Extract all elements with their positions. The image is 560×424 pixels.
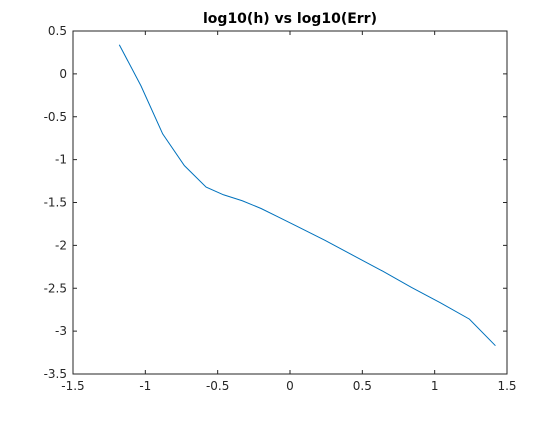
x-tick-label: 0.5 (353, 379, 372, 393)
y-tick-label: 0.5 (48, 24, 67, 38)
x-tick-label: -1.5 (61, 379, 84, 393)
y-tick-label: -3 (55, 324, 67, 338)
y-tick-label: -1.5 (44, 196, 67, 210)
y-tick-label: 0 (59, 67, 67, 81)
axes-box (72, 30, 508, 375)
x-tick-label: -0.5 (206, 379, 229, 393)
y-tick-label: -2.5 (44, 281, 67, 295)
x-tick-label: 1.5 (497, 379, 516, 393)
x-tick-label: 1 (431, 379, 439, 393)
y-tick-label: -3.5 (44, 367, 67, 381)
plot-area (73, 31, 507, 374)
series-group (118, 44, 496, 347)
y-tick-label: -0.5 (44, 110, 67, 124)
chart-title: log10(h) vs log10(Err) (203, 11, 377, 27)
x-tick-label: 0 (286, 379, 294, 393)
y-tick-label: -1 (55, 153, 67, 167)
series-line (118, 44, 496, 347)
y-tick-label: -2 (55, 238, 67, 252)
x-tick-label: -1 (139, 379, 151, 393)
